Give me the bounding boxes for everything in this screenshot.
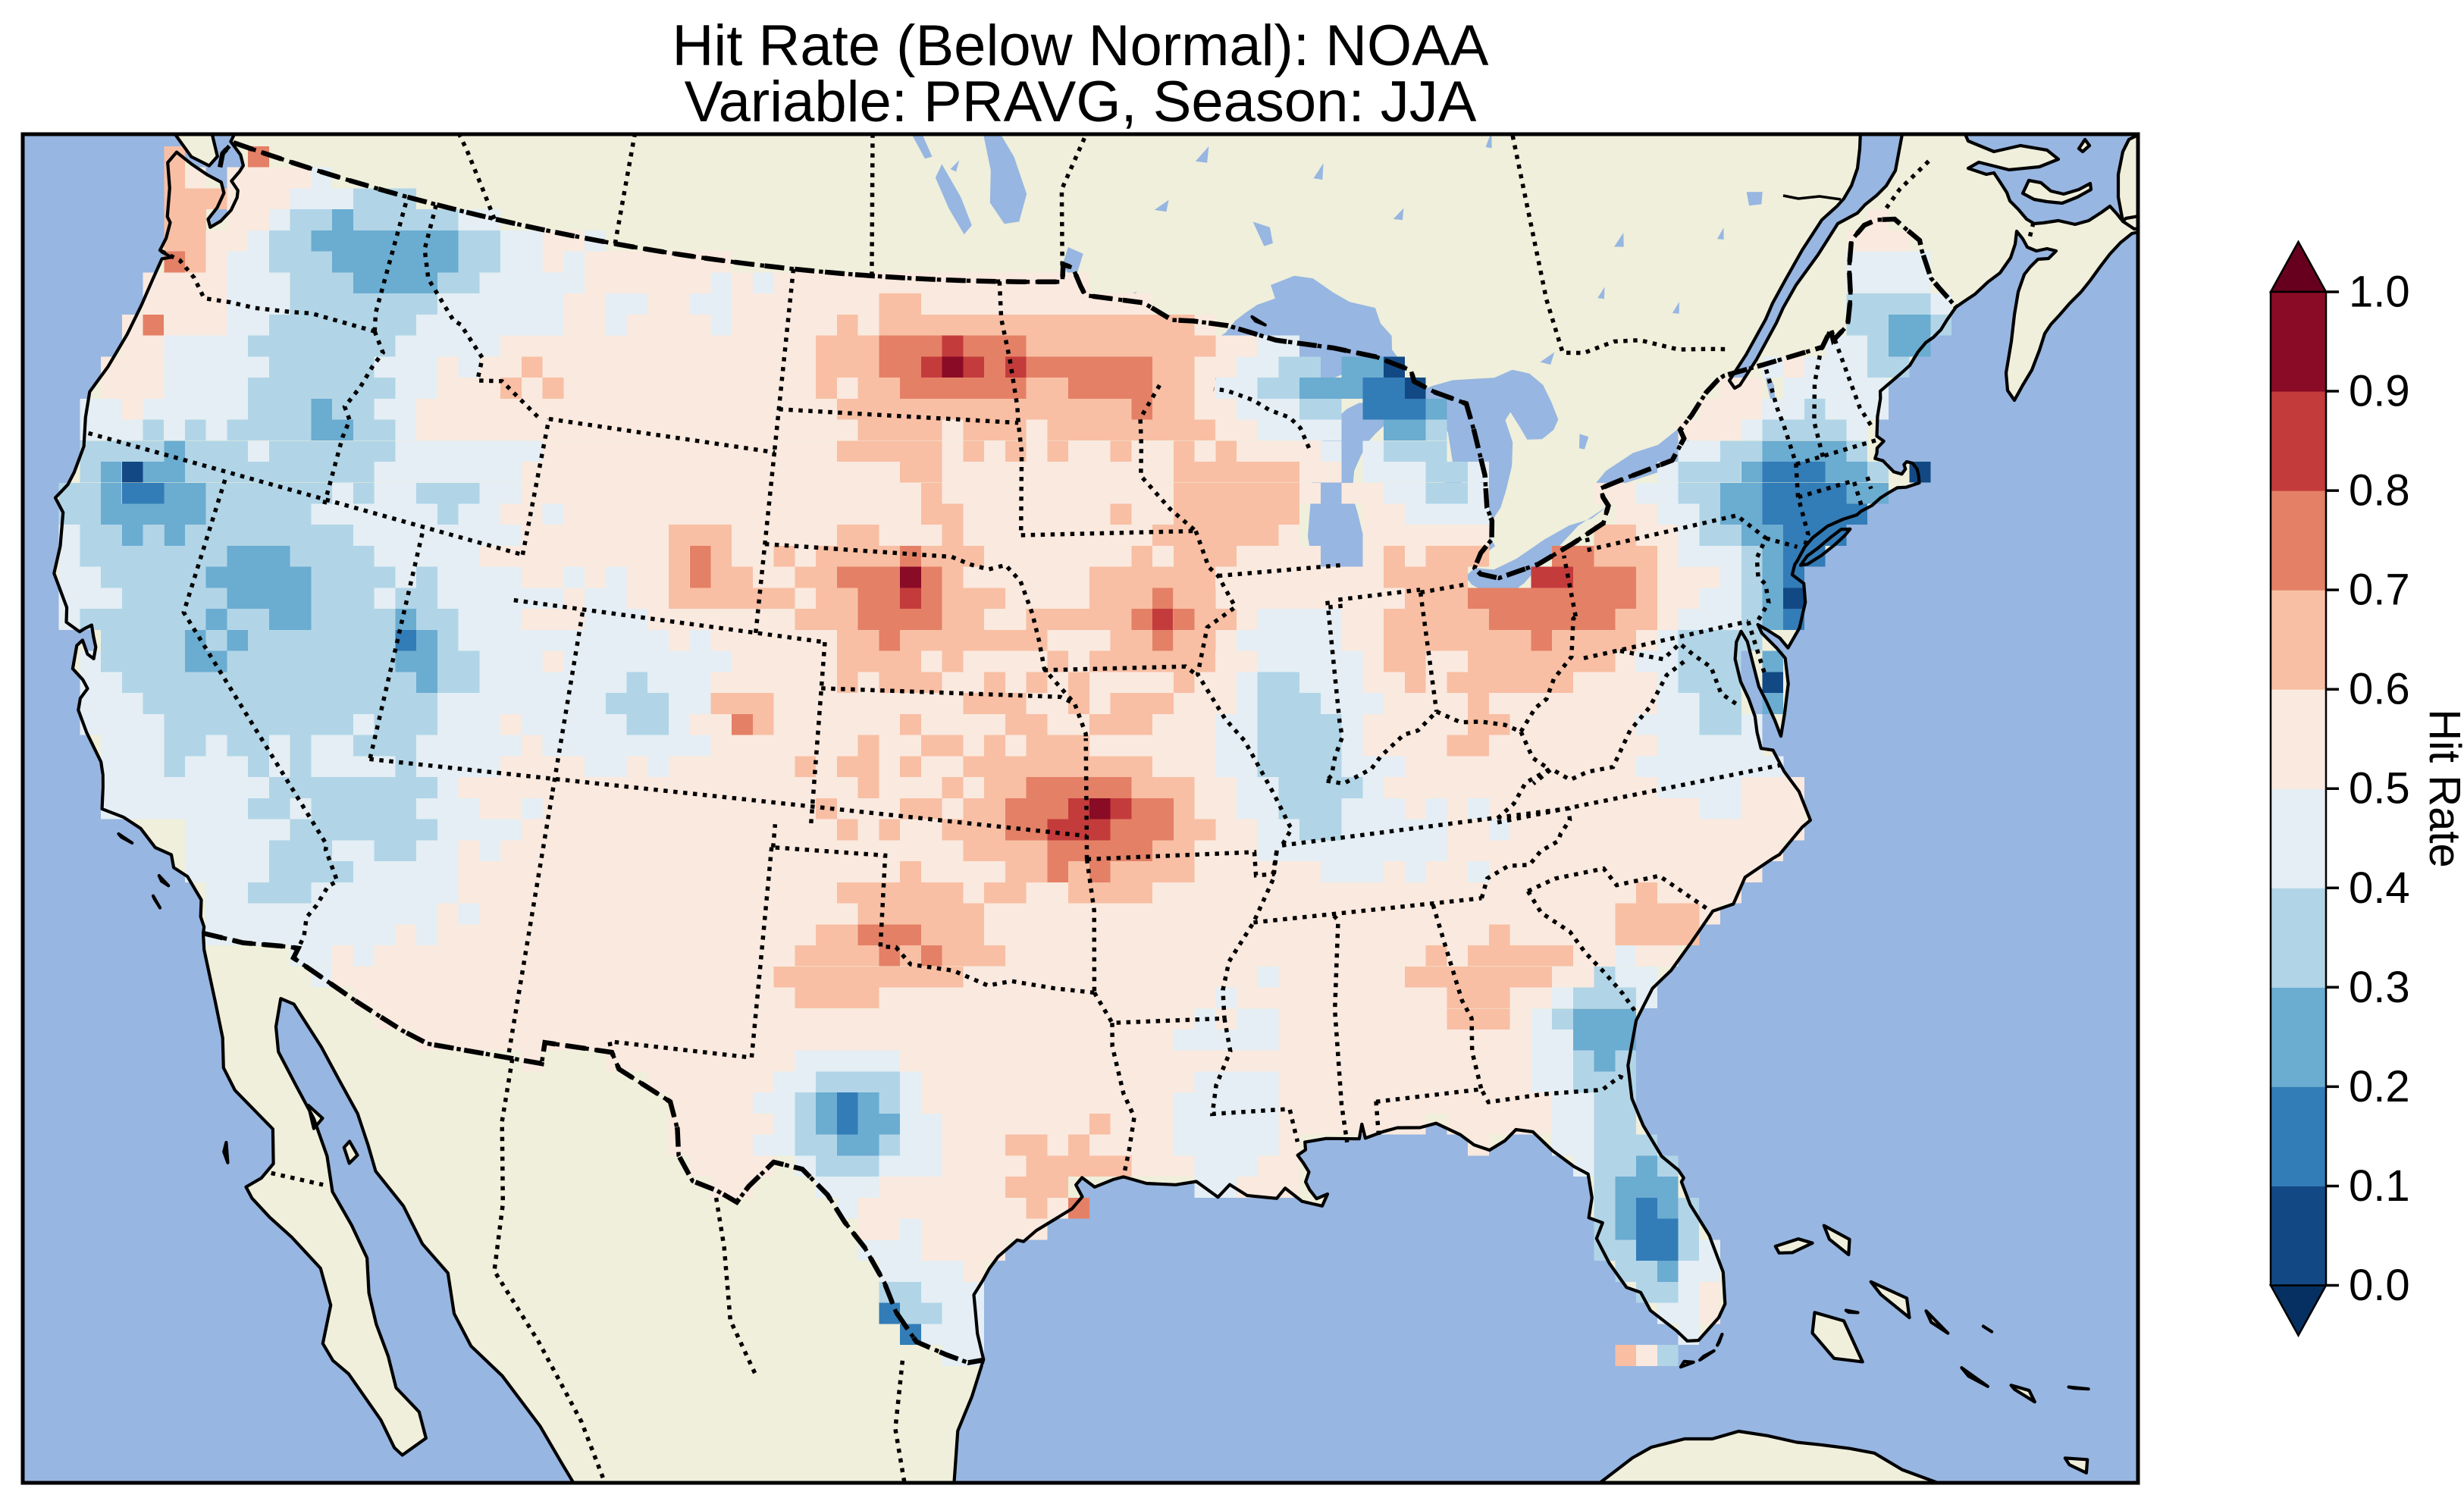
svg-text:0.0: 0.0	[2349, 1261, 2410, 1310]
svg-text:Hit Rate: Hit Rate	[2420, 709, 2464, 868]
svg-text:0.3: 0.3	[2349, 963, 2410, 1012]
svg-text:0.9: 0.9	[2349, 367, 2410, 416]
svg-text:Hit Rate (Below Normal): NOAA: Hit Rate (Below Normal): NOAA	[672, 14, 1489, 78]
svg-text:0.1: 0.1	[2349, 1161, 2410, 1211]
svg-text:0.8: 0.8	[2349, 466, 2410, 516]
svg-text:1.0: 1.0	[2349, 268, 2410, 317]
svg-text:0.7: 0.7	[2349, 566, 2410, 615]
svg-text:0.6: 0.6	[2349, 665, 2410, 714]
svg-text:0.5: 0.5	[2349, 764, 2410, 813]
svg-text:0.4: 0.4	[2349, 863, 2410, 913]
svg-text:0.2: 0.2	[2349, 1062, 2410, 1111]
svg-text:Variable: PRAVG, Season: JJA: Variable: PRAVG, Season: JJA	[685, 70, 1477, 134]
